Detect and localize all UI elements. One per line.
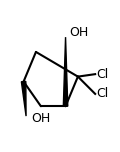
Text: Cl: Cl [96,87,109,100]
Polygon shape [21,81,26,116]
Text: Cl: Cl [96,68,109,81]
Polygon shape [63,37,68,106]
Text: OH: OH [69,26,89,39]
Text: OH: OH [31,112,50,125]
